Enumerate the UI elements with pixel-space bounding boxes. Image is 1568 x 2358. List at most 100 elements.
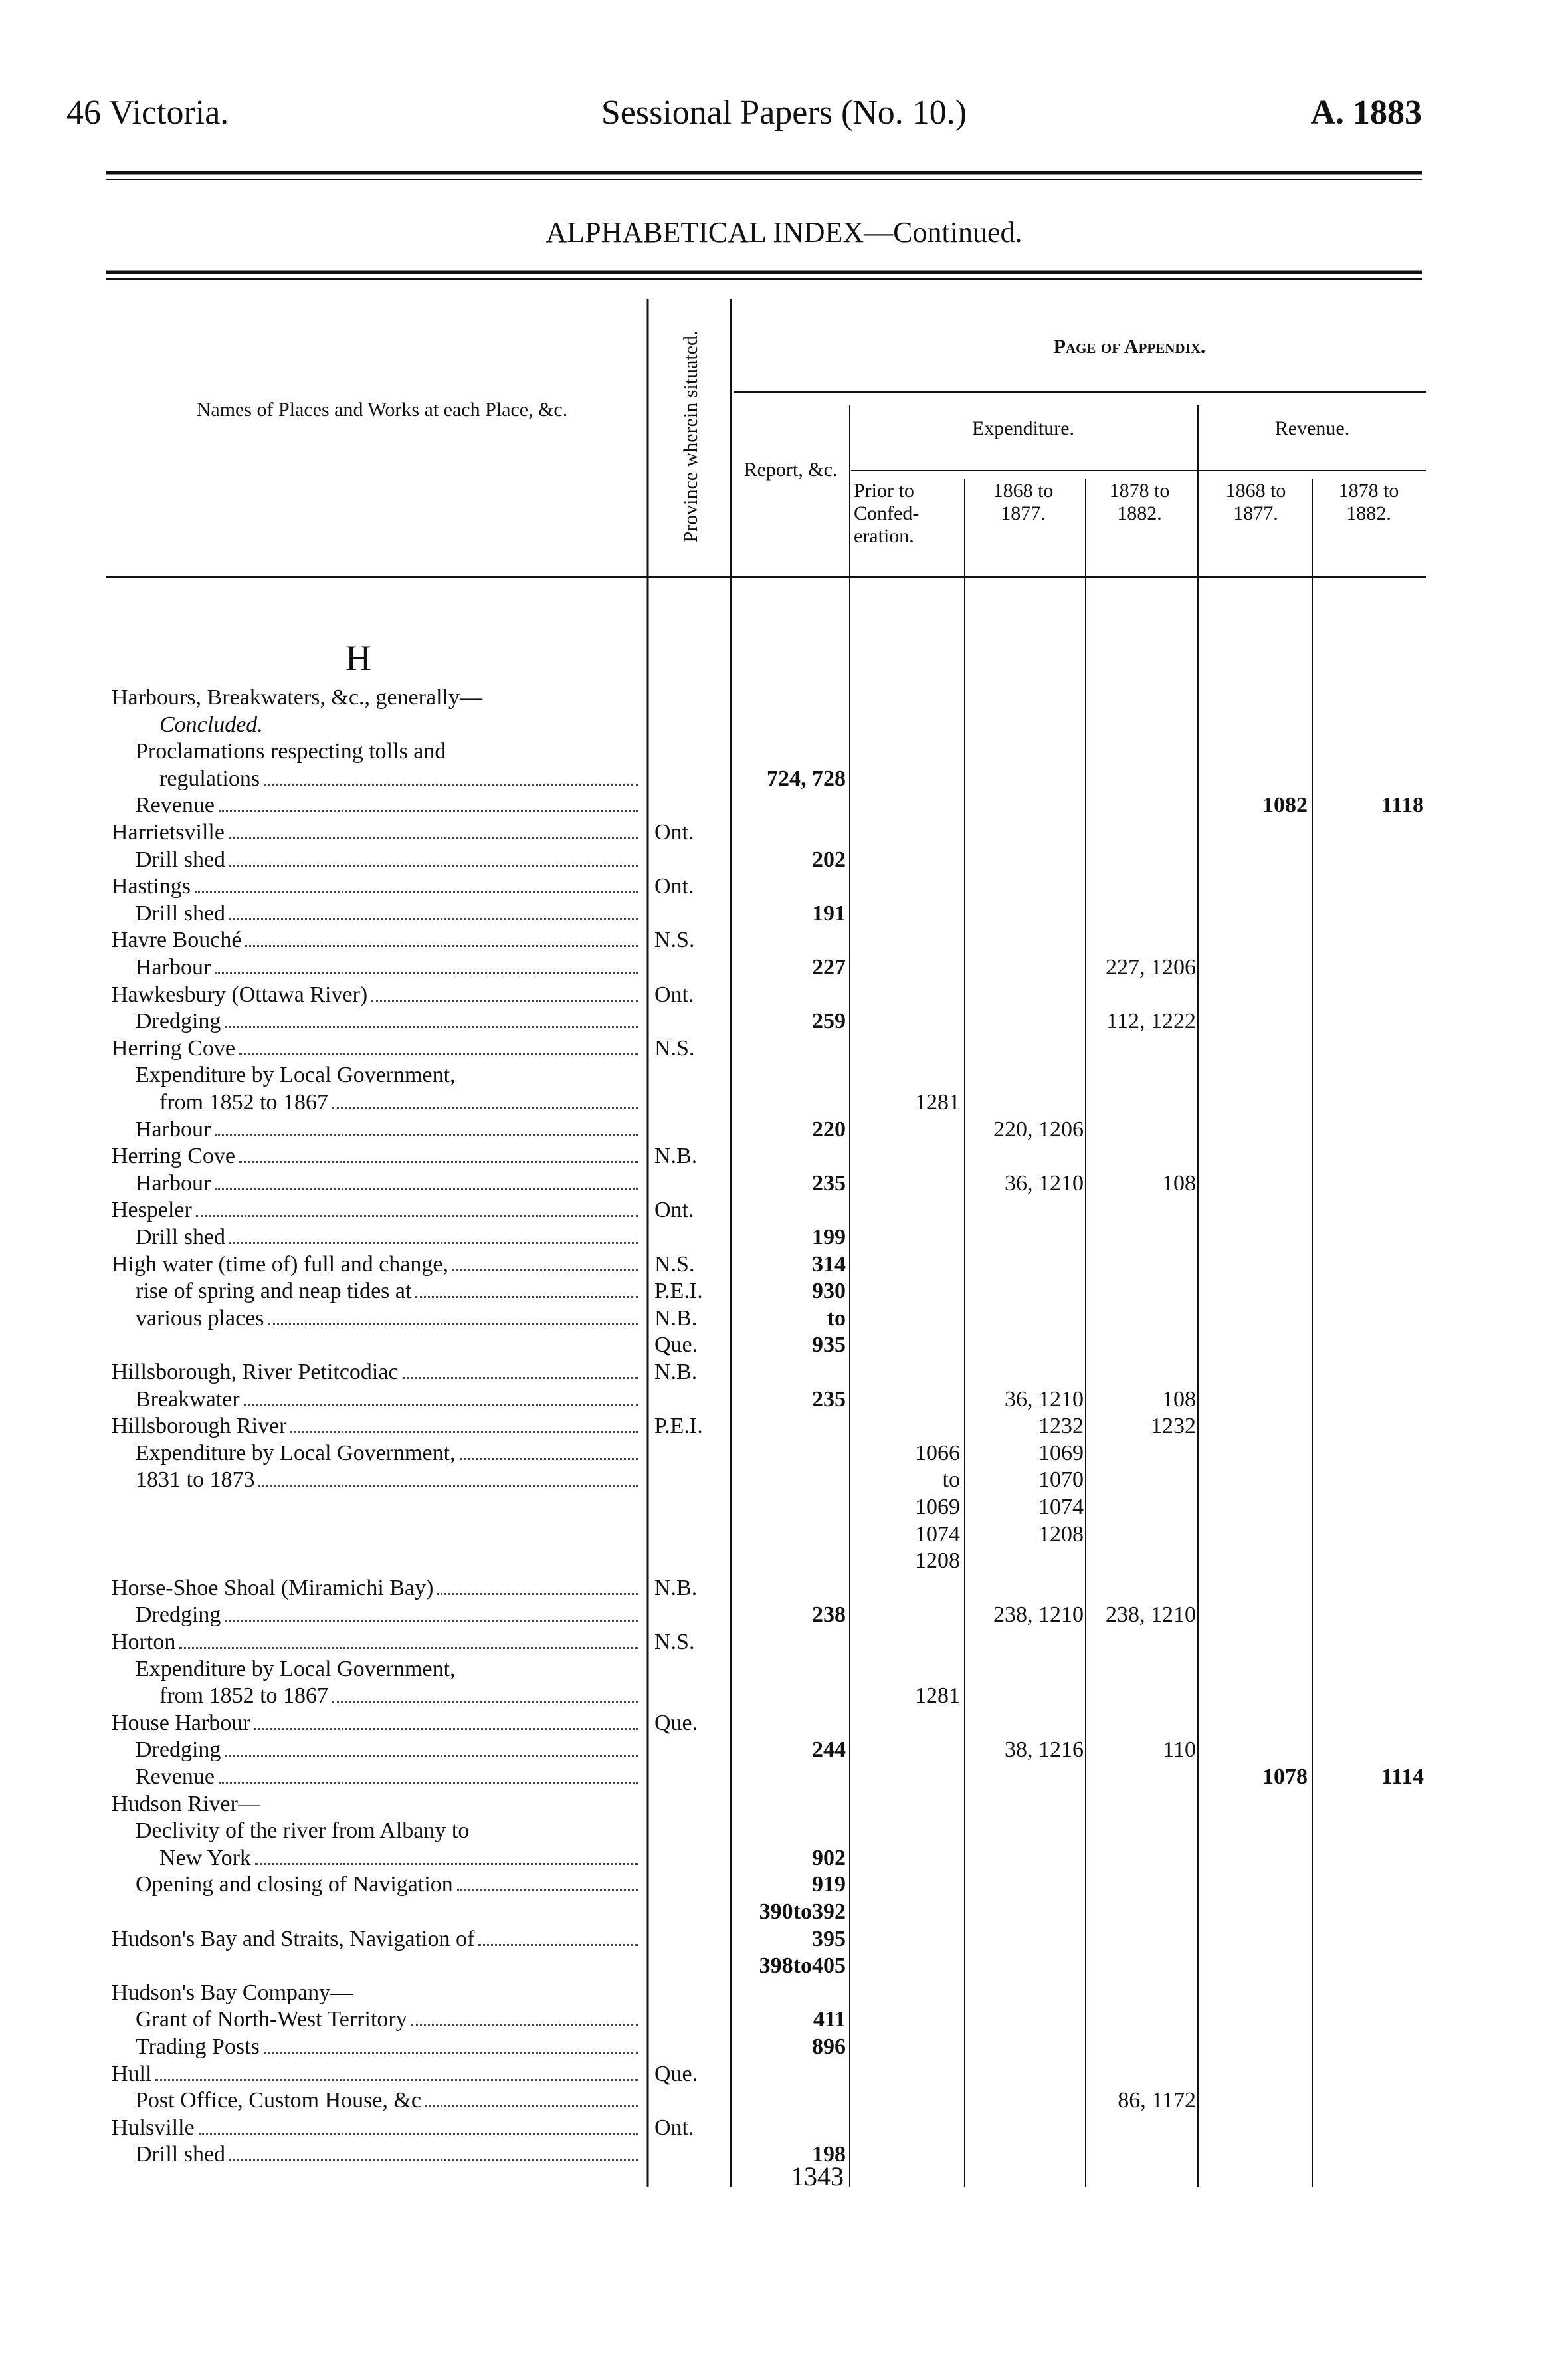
entry-name: Hulsville [112, 2115, 642, 2141]
leader [290, 1413, 638, 1434]
exp-1878-1882: 108 [1162, 1170, 1196, 1196]
entry-text: High water (time of) full and change, [112, 1251, 448, 1277]
entry-text: Trading Posts [136, 2034, 260, 2059]
entry-text: Hudson's Bay and Straits, Navigation of [112, 1926, 475, 1951]
entry-name: Hawkesbury (Ottawa River) [112, 982, 642, 1008]
rev-1878-1882: 1118 [1381, 793, 1424, 818]
leader [218, 792, 638, 813]
col-revenue: Revenue. [1274, 417, 1350, 439]
entry-text: Herring Cove [112, 1144, 236, 1169]
entry-name: from 1852 to 1867 [159, 1683, 642, 1709]
title: ALPHABETICAL INDEX—Continued. [545, 216, 1023, 249]
exp-1868-1877: 1208 [1038, 1521, 1084, 1547]
leader [239, 1035, 638, 1055]
leader [218, 1764, 638, 1784]
report: 235 [812, 1170, 846, 1196]
entry-name: Hudson River— [112, 1791, 642, 1818]
entry-name: Hull [112, 2061, 642, 2088]
entry-name: Herring Cove [112, 1035, 642, 1062]
report: 395 [812, 1926, 846, 1951]
entry-text: Hillsborough River [112, 1414, 287, 1439]
prior: to [942, 1467, 960, 1493]
entry-text: Harbour [136, 1170, 211, 1196]
report: 902 [812, 1845, 846, 1870]
report: 235 [812, 1386, 846, 1412]
leader [254, 1845, 638, 1865]
col-expenditure: Expenditure. [971, 417, 1075, 439]
entry-name: Hespeler [112, 1197, 642, 1224]
report: 244 [812, 1737, 846, 1763]
report: to [827, 1305, 846, 1331]
prior: 1281 [915, 1683, 960, 1709]
leader [229, 1224, 638, 1244]
leader [437, 1575, 638, 1595]
entry-name: Herring Cove [112, 1143, 642, 1170]
exp-1868-1877: 1070 [1038, 1467, 1084, 1493]
report: 724, 728 [767, 766, 846, 791]
exp-1878-1882: 112, 1222 [1106, 1009, 1196, 1034]
province: N.S. [654, 928, 695, 953]
leader [215, 954, 638, 974]
exp-1878-1882: 110 [1163, 1737, 1196, 1763]
rev-1868-1877: 1078 [1262, 1765, 1308, 1789]
entry-name: New York [159, 1845, 642, 1872]
entry-name: Dredging [136, 1737, 642, 1763]
leader [254, 1710, 638, 1730]
entry-name: Grant of North-West Territory [136, 2006, 642, 2033]
leader [456, 1872, 638, 1892]
province: P.E.I. [654, 1414, 703, 1439]
entry-name: Harbours, Breakwaters, &c., generally— [112, 685, 642, 711]
entry-text: Hull [112, 2061, 152, 2086]
rev-1878-1882: 1114 [1381, 1765, 1424, 1789]
leader [459, 1440, 638, 1460]
entry-text: House Harbour [112, 1710, 250, 1735]
exp-1868-1877: 1069 [1038, 1440, 1084, 1465]
leader [402, 1359, 638, 1379]
exp-1868-1877: 1232 [1038, 1414, 1084, 1439]
entry-text: Hespeler [112, 1198, 192, 1223]
col-rev-1868: 1868 to 1877. [1225, 480, 1286, 524]
leader [268, 1305, 638, 1325]
entry-name: Hudson's Bay Company— [112, 1980, 642, 2006]
entry-text: Hudson River— [112, 1791, 260, 1816]
entry-name: rise of spring and neap tides at [136, 1278, 642, 1305]
entry-text: Expenditure by Local Government, [136, 1656, 456, 1681]
col-report: Report, &c. [743, 459, 838, 481]
entry-text: Drill shed [136, 847, 226, 872]
province: N.B. [654, 1305, 698, 1331]
province: N.S. [654, 1251, 695, 1277]
report: 202 [812, 847, 846, 872]
entry-text: various places [136, 1305, 264, 1331]
report: 220 [812, 1117, 846, 1142]
entry-name: Breakwater [136, 1386, 642, 1413]
leader [239, 1143, 638, 1164]
leader [229, 901, 638, 920]
entry-text: Drill shed [136, 901, 226, 926]
report: 259 [812, 1009, 846, 1034]
leader [215, 1117, 638, 1136]
leader [195, 873, 638, 894]
entry-text: Harbours, Breakwaters, &c., generally— [112, 685, 482, 710]
entry-name: Drill shed [136, 1224, 642, 1251]
entry-name: Concluded. [159, 712, 642, 738]
leader [263, 2034, 638, 2054]
entry-text: Expenditure by Local Government, [136, 1063, 456, 1088]
exp-1878-1882: 108 [1162, 1386, 1196, 1412]
entry-text: Dredging [136, 1009, 221, 1034]
leader [425, 2088, 638, 2108]
col-exp-1878: 1878 to 1882. [1109, 480, 1170, 524]
entry-text: Hulsville [112, 2115, 195, 2140]
entry-name: Expenditure by Local Government, [136, 1062, 642, 1089]
province: Que. [654, 1333, 698, 1358]
entry-name: Trading Posts [136, 2034, 642, 2060]
entry-text: Post Office, Custom House, &c [136, 2088, 422, 2113]
entry-name: Drill shed [136, 901, 642, 927]
report: 930 [812, 1279, 846, 1304]
col-exp-1868: 1868 to 1877. [993, 480, 1054, 524]
leader [371, 982, 638, 1002]
leader [332, 1089, 638, 1109]
entry-name: Harbour [136, 1117, 642, 1143]
col-appendix: Page of Appendix. [1053, 336, 1206, 358]
